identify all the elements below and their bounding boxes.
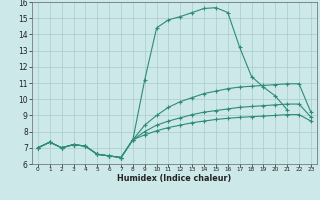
X-axis label: Humidex (Indice chaleur): Humidex (Indice chaleur) xyxy=(117,174,232,183)
